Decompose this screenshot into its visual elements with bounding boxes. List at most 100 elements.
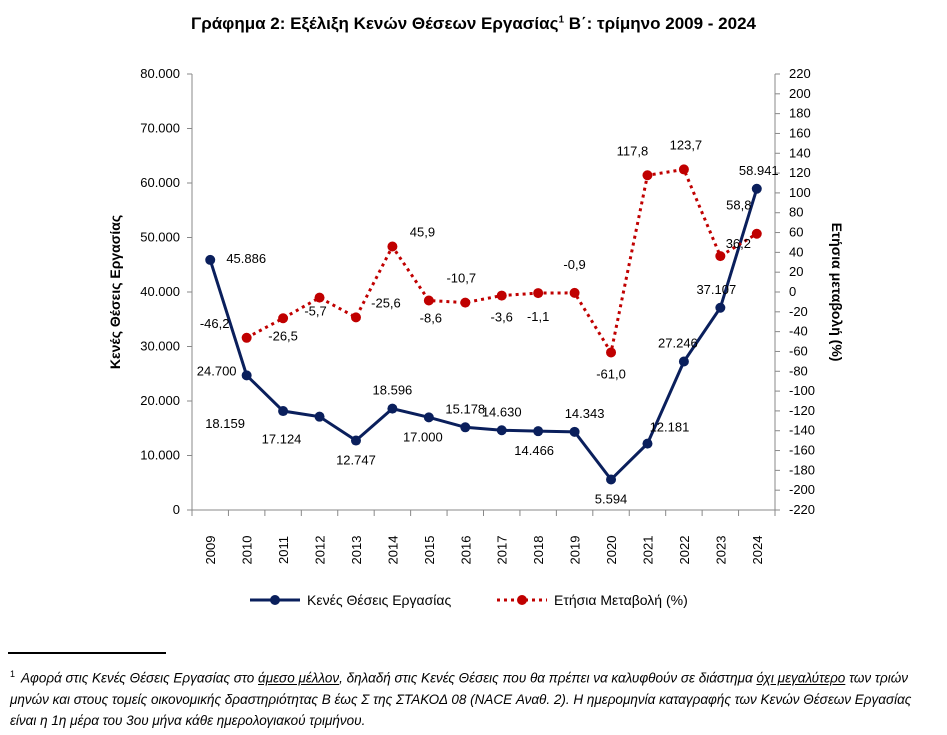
vacancies-point — [642, 438, 653, 449]
right-tick-label: -80 — [789, 363, 808, 378]
vacancies-data-label: 15.178 — [445, 401, 485, 416]
vacancies-point — [533, 426, 544, 437]
right-tick-label: 20 — [789, 264, 803, 279]
left-tick-label: 10.000 — [140, 448, 180, 463]
x-tick-label: 2009 — [203, 536, 218, 565]
annual-change-data-label: -26,5 — [268, 328, 298, 343]
annual-change-point — [460, 297, 471, 308]
x-tick-label: 2023 — [713, 536, 728, 565]
vacancies-data-label: 58.941 — [739, 163, 779, 178]
right-tick-label: 80 — [789, 205, 803, 220]
y2-axis-title: Ετήσια μεταβολή (%) — [829, 223, 845, 362]
title-footnote-mark: 1 — [558, 14, 565, 26]
annual-change-data-label: 36,2 — [726, 236, 751, 251]
left-tick-label: 20.000 — [140, 393, 180, 408]
x-tick-label: 2014 — [385, 536, 400, 565]
left-tick-label: 50.000 — [140, 230, 180, 245]
annual-change-point — [533, 288, 544, 299]
x-tick-label: 2011 — [276, 536, 291, 564]
annual-change-point — [715, 251, 726, 262]
left-tick-label: 60.000 — [140, 175, 180, 190]
left-tick-label: 40.000 — [140, 284, 180, 299]
legend-vacancies-label: Κενές Θέσεις Εργασίας — [307, 592, 451, 608]
vacancies-data-label: 14.343 — [565, 406, 605, 421]
annual-change-data-label: -8,6 — [420, 311, 442, 326]
right-tick-label: -20 — [789, 304, 808, 319]
right-tick-label: 220 — [789, 66, 811, 81]
legend-change-label: Ετήσια Μεταβολή (%) — [554, 592, 688, 608]
footnote-divider — [8, 652, 166, 654]
x-tick-label: 2019 — [568, 536, 583, 565]
annual-change-data-label: -25,6 — [371, 295, 401, 310]
annual-change-point — [569, 287, 580, 298]
vacancies-line — [208, 188, 759, 482]
footnote-text: των τριών μηνών και στους τομείς οικονομ… — [10, 670, 912, 728]
right-tick-label: -100 — [789, 383, 815, 398]
annual-change-data-label: 117,8 — [617, 143, 649, 158]
x-tick-label: 2016 — [458, 536, 473, 565]
x-tick-label: 2020 — [604, 536, 619, 565]
title-text: Γράφημα 2: Εξέλιξη Κενών Θέσεων Εργασίας — [191, 14, 559, 33]
vacancies-data-label: 18.159 — [205, 416, 245, 431]
annual-change-data-label: -1,1 — [527, 309, 549, 324]
x-tick-label: 2024 — [750, 536, 765, 565]
right-tick-label: 60 — [789, 225, 803, 240]
left-tick-label: 0 — [173, 502, 180, 517]
annual-change-data-label: -46,2 — [200, 316, 230, 331]
vacancies-data-label: 18.596 — [373, 383, 413, 398]
annual-change-data-label: 45,9 — [410, 225, 435, 240]
right-tick-label: 200 — [789, 86, 811, 101]
x-tick-label: 2021 — [640, 536, 655, 565]
right-tick-label: 120 — [789, 165, 811, 180]
vacancies-point — [496, 425, 507, 436]
annual-change-point — [642, 170, 653, 181]
annual-change-point — [496, 290, 507, 301]
vacancies-point — [350, 435, 361, 446]
footnote: 1 Αφορά στις Κενές Θέσεις Εργασίας στο άμ… — [10, 664, 940, 731]
vacancies-point — [460, 422, 471, 433]
vacancies-point — [606, 474, 617, 485]
right-tick-label: -60 — [789, 343, 808, 358]
right-tick-label: -140 — [789, 423, 815, 438]
footnote-text: Αφορά στις Κενές Θέσεις Εργασίας στο — [21, 670, 259, 686]
right-tick-label: 180 — [789, 106, 811, 121]
annual-change-point — [751, 228, 762, 239]
right-tick-label: -120 — [789, 403, 815, 418]
annual-change-point — [350, 312, 361, 323]
annual-change-data-label: -0,9 — [563, 257, 585, 272]
vacancies-data-label: 5.594 — [595, 492, 628, 507]
x-tick-label: 2018 — [531, 536, 546, 565]
vacancies-point — [569, 426, 580, 437]
footnote-underlined: άμεσο μέλλον — [258, 670, 340, 686]
annual-change-point — [278, 313, 289, 324]
vacancies-data-label: 45.886 — [226, 251, 266, 266]
vacancies-data-label: 12.747 — [336, 453, 376, 468]
left-tick-label: 30.000 — [140, 339, 180, 354]
vacancies-data-label: 17.124 — [262, 432, 302, 447]
annual-change-data-label: 123,7 — [670, 137, 703, 152]
vacancies-data-label: 14.466 — [514, 443, 554, 458]
x-tick-label: 2017 — [495, 536, 510, 565]
vacancies-point — [423, 412, 434, 423]
vacancies-point — [678, 356, 689, 367]
footnote-mark: 1 — [10, 669, 16, 679]
x-tick-label: 2013 — [349, 536, 364, 565]
annual-change-point — [387, 241, 398, 252]
x-tick-label: 2012 — [313, 536, 328, 565]
right-tick-label: -160 — [789, 443, 815, 458]
right-tick-label: 100 — [789, 185, 811, 200]
annual-change-data-label: -5,7 — [304, 304, 326, 319]
legend-vacancies-marker — [270, 595, 280, 605]
x-tick-label: 2010 — [240, 536, 255, 565]
vacancies-point — [278, 406, 289, 417]
vacancies-data-label: 12.181 — [650, 420, 690, 435]
annual-change-point — [423, 295, 434, 306]
annual-change-data-label: -61,0 — [596, 366, 626, 381]
chart-title: Γράφημα 2: Εξέλιξη Κενών Θέσεων Εργασίας… — [0, 14, 947, 34]
x-tick-label: 2015 — [422, 536, 437, 565]
right-tick-label: -40 — [789, 324, 808, 339]
vacancies-point — [387, 403, 398, 414]
annual-change-data-label: -10,7 — [446, 271, 476, 286]
vacancies-point — [241, 370, 252, 381]
left-tick-label: 80.000 — [140, 66, 180, 81]
